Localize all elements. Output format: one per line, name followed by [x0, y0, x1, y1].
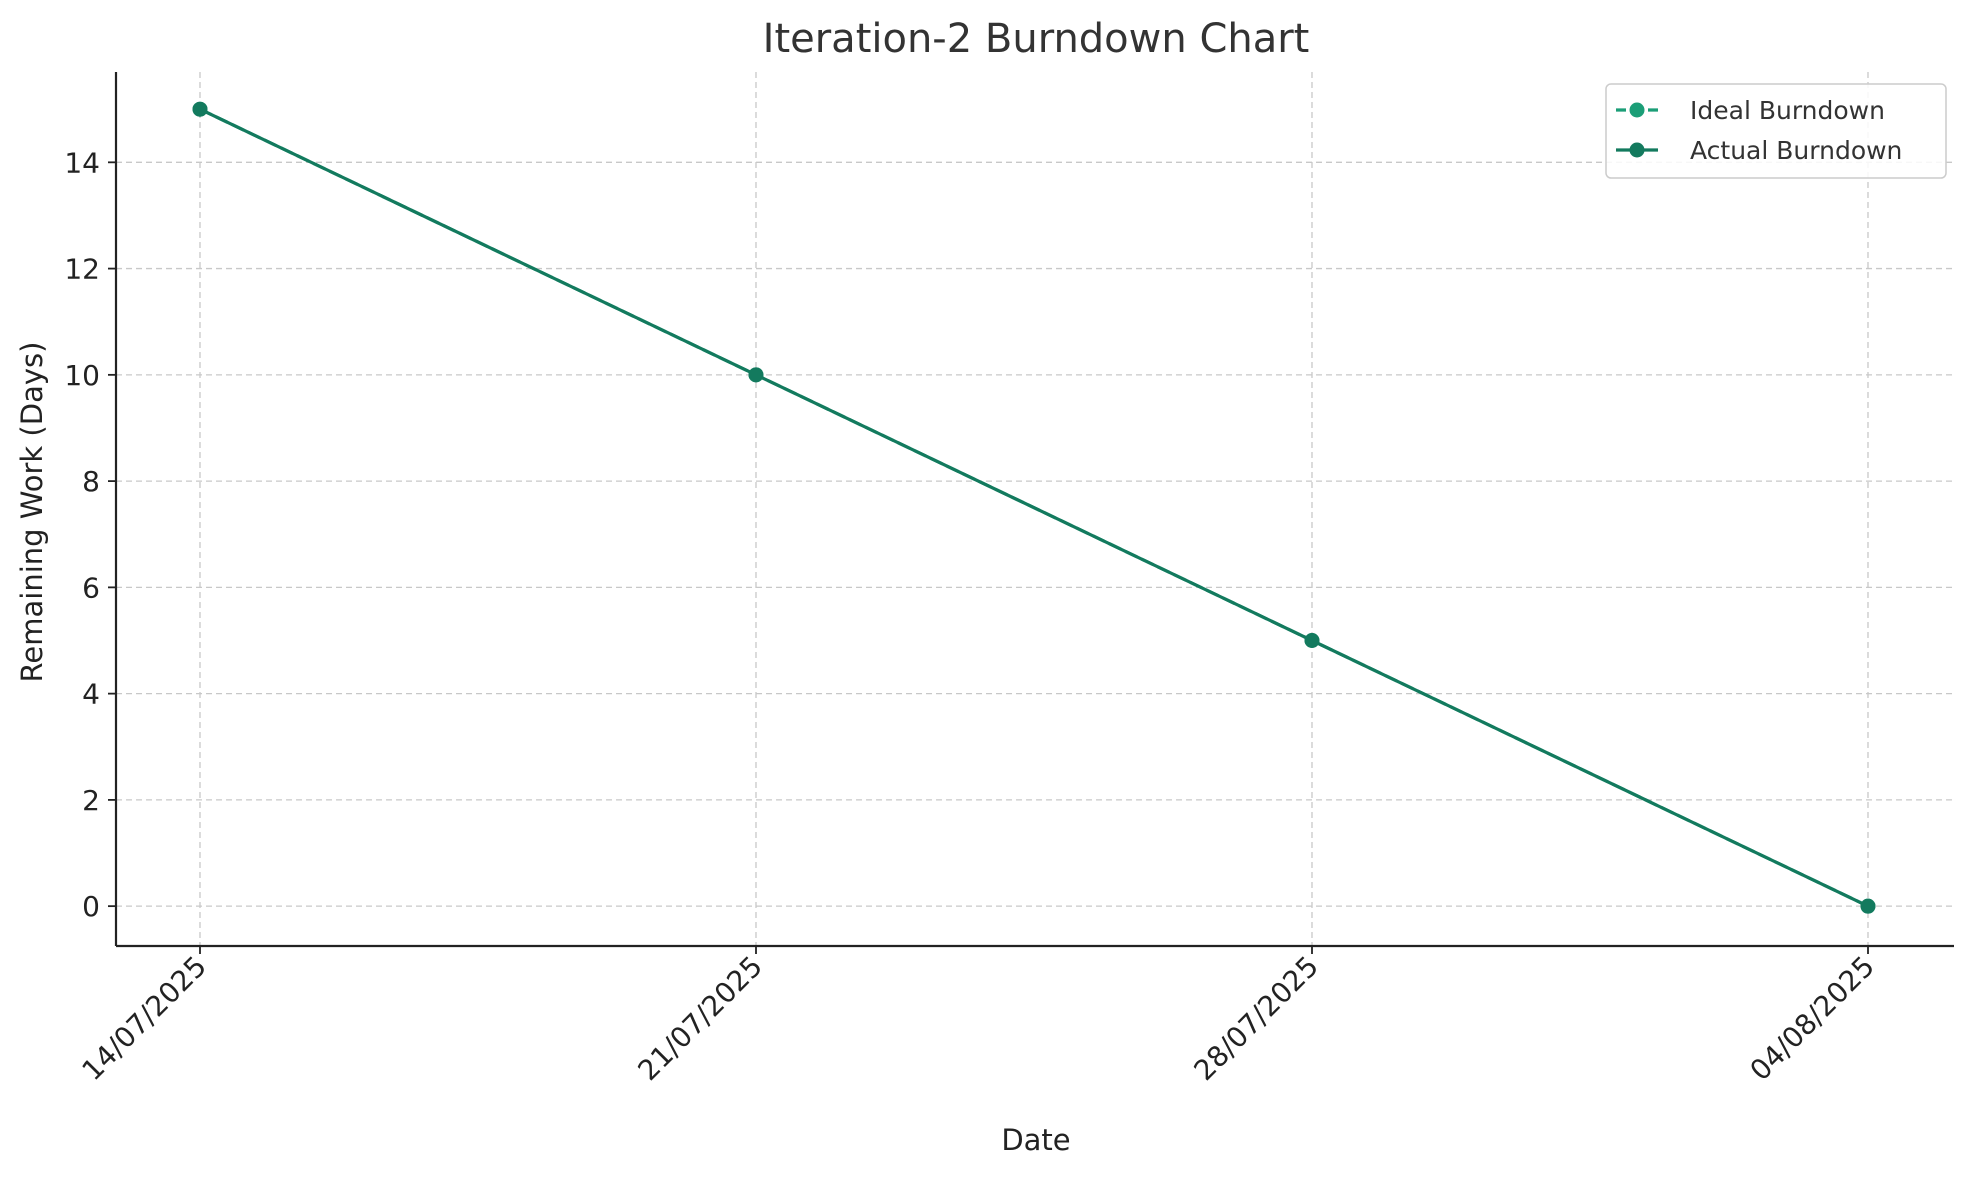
chart-title: Iteration-2 Burndown Chart	[763, 16, 1310, 62]
data-point	[748, 367, 764, 383]
y-tick-label: 4	[82, 678, 100, 711]
legend-marker-1	[1629, 142, 1645, 158]
x-tick-label: 04/08/2025	[1743, 950, 1880, 1087]
legend: Ideal Burndown Actual Burndown	[1605, 83, 1947, 179]
legend-box	[1605, 83, 1947, 179]
data-point	[192, 101, 208, 117]
y-axis-label: Remaining Work (Days)	[15, 342, 49, 683]
data-point	[1304, 632, 1320, 648]
x-tick-label: 21/07/2025	[631, 950, 768, 1087]
x-axis-label: Date	[1001, 1123, 1070, 1157]
legend-items: Ideal Burndown Actual Burndown	[1616, 96, 1902, 165]
y-tick-label: 8	[82, 465, 100, 498]
series-line-1	[198, 107, 1870, 908]
data-point	[1860, 898, 1876, 914]
y-tick-label: 6	[82, 571, 100, 604]
legend-marker-0	[1629, 102, 1645, 118]
y-tick-label: 10	[64, 359, 100, 392]
legend-label-0: Ideal Burndown	[1690, 96, 1885, 125]
x-tick-label: 28/07/2025	[1187, 950, 1324, 1087]
y-tick-label: 14	[64, 146, 100, 179]
y-tick-label: 12	[64, 253, 100, 286]
x-tick-label: 14/07/2025	[75, 950, 212, 1087]
series-lines	[192, 101, 1876, 914]
legend-label-1: Actual Burndown	[1690, 136, 1902, 165]
y-tick-label: 2	[82, 784, 100, 817]
y-tick-label: 0	[82, 890, 100, 923]
